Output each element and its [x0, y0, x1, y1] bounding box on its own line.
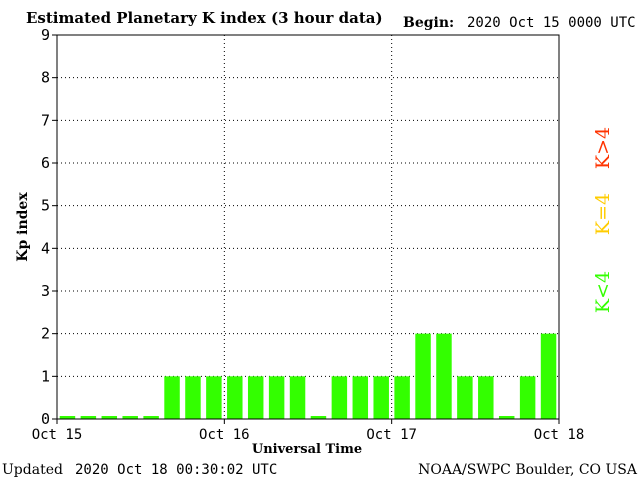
kp-bar [478, 376, 494, 419]
kp-bar [80, 416, 97, 419]
kp-bar [185, 376, 201, 419]
y-axis-label: Kp index [15, 192, 31, 262]
kp-bar [415, 333, 431, 419]
kp-bar [498, 416, 515, 419]
legend-quiet: K<4 [592, 271, 614, 313]
y-tick-label: 2 [41, 325, 50, 343]
kp-bar [436, 333, 452, 419]
begin-value: 2020 Oct 15 0000 UTC [467, 15, 636, 31]
kp-bar [164, 376, 180, 419]
x-axis-label: Universal Time [252, 442, 362, 457]
kp-bar [457, 376, 473, 419]
x-tick-label: Oct 17 [366, 427, 417, 443]
kp-bar [310, 416, 327, 419]
kp-bar [268, 376, 285, 419]
begin-label: Begin: [403, 15, 454, 31]
x-tick-label: Oct 15 [32, 427, 83, 443]
y-tick-label: 5 [41, 197, 50, 215]
kp-bar [394, 376, 410, 419]
y-tick-label: 0 [41, 410, 50, 428]
kp-bar [540, 333, 557, 419]
kp-bar [331, 376, 348, 419]
updated-label: Updated [2, 462, 63, 478]
y-tick-label: 4 [41, 239, 50, 257]
plot-area: 0 1 2 3 4 5 6 7 8 9 Oct 15 Oct 16 Oct 17 Oct 18 [32, 26, 585, 443]
chart-title: Estimated Planetary K index (3 hour data… [26, 9, 383, 27]
kp-bar [373, 376, 389, 419]
y-tick-label: 6 [41, 154, 50, 172]
kp-bar [247, 376, 264, 419]
kp-bar [352, 376, 369, 419]
kp-bar [289, 376, 306, 419]
updated-value: 2020 Oct 18 00:30:02 UTC [75, 462, 277, 478]
kp-bar [122, 416, 138, 419]
y-tick-label: 7 [41, 111, 50, 129]
x-tick-label: Oct 16 [199, 427, 250, 443]
legend-storm: K>4 [592, 127, 614, 169]
y-tick-label: 9 [41, 26, 50, 44]
kp-bar [101, 416, 118, 419]
plot-frame [56, 34, 560, 420]
y-tick-label: 8 [41, 69, 50, 87]
kp-bar [519, 376, 536, 419]
source-credit: NOAA/SWPC Boulder, CO USA [418, 462, 638, 478]
y-tick-label: 3 [41, 282, 50, 300]
kp-bar [227, 376, 243, 419]
kp-bar [143, 416, 159, 419]
kp-bar [206, 376, 222, 419]
legend-active: K=4 [592, 193, 614, 235]
y-tick-label: 1 [41, 367, 50, 385]
x-tick-label: Oct 18 [534, 427, 585, 443]
kp-bar [59, 416, 76, 419]
